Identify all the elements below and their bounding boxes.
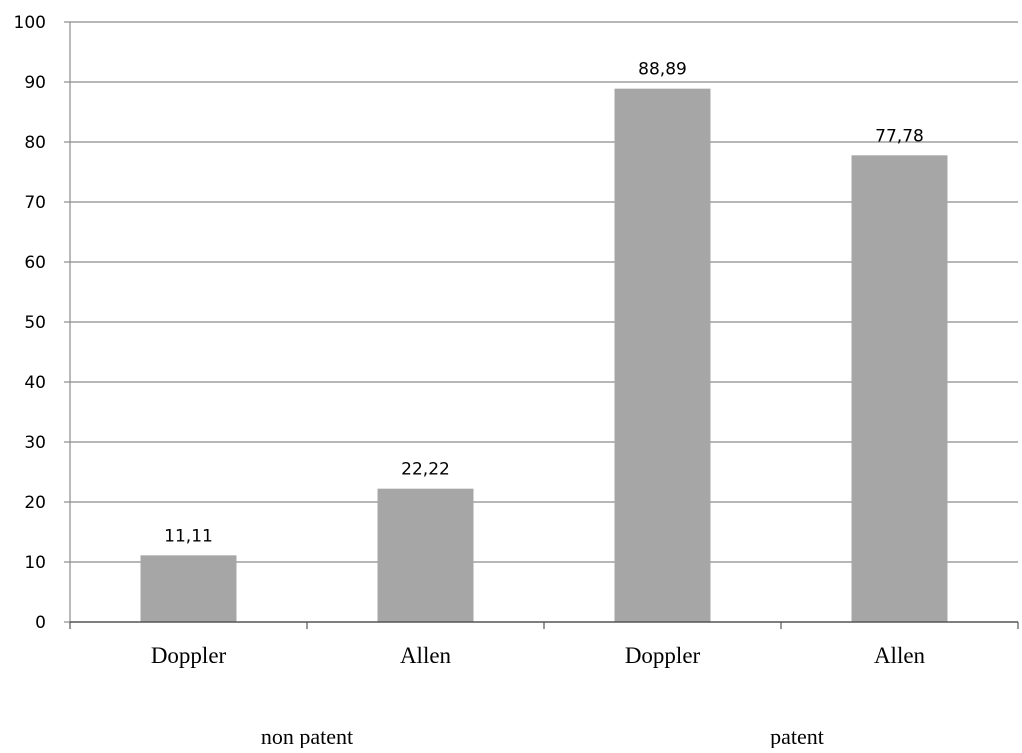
y-tick-label: 40 xyxy=(24,373,46,393)
bar xyxy=(140,555,237,622)
y-tick-label: 20 xyxy=(24,493,46,513)
x-tick-label: Allen xyxy=(400,643,452,668)
x-tick-label: Doppler xyxy=(151,643,227,668)
y-tick-label: 80 xyxy=(24,133,46,153)
x-tick-label: Allen xyxy=(874,643,926,668)
group-label: patent xyxy=(770,724,824,748)
y-tick-label: 100 xyxy=(14,13,46,33)
y-tick-label: 30 xyxy=(24,433,46,453)
y-tick-label: 70 xyxy=(24,193,46,213)
data-label: 11,11 xyxy=(164,526,213,546)
group-label: non patent xyxy=(261,724,353,748)
y-tick-label: 0 xyxy=(35,613,46,633)
x-tick-label: Doppler xyxy=(625,643,701,668)
y-tick-label: 90 xyxy=(24,73,46,93)
data-label: 77,78 xyxy=(875,126,924,146)
gridlines xyxy=(70,21,1018,563)
y-tick-label: 60 xyxy=(24,253,46,273)
y-tick-label: 50 xyxy=(24,313,46,333)
data-label: 88,89 xyxy=(638,60,687,80)
bar xyxy=(851,155,948,622)
axes xyxy=(64,21,1019,629)
labels: 0 10 20 30 40 50 60 70 80 90 100 11,11 Doppler 22,22 A… xyxy=(14,13,926,749)
bars xyxy=(140,88,948,622)
y-tick-label: 10 xyxy=(24,553,46,573)
data-label: 22,22 xyxy=(401,460,450,480)
bar xyxy=(614,88,711,622)
bar xyxy=(377,488,474,622)
